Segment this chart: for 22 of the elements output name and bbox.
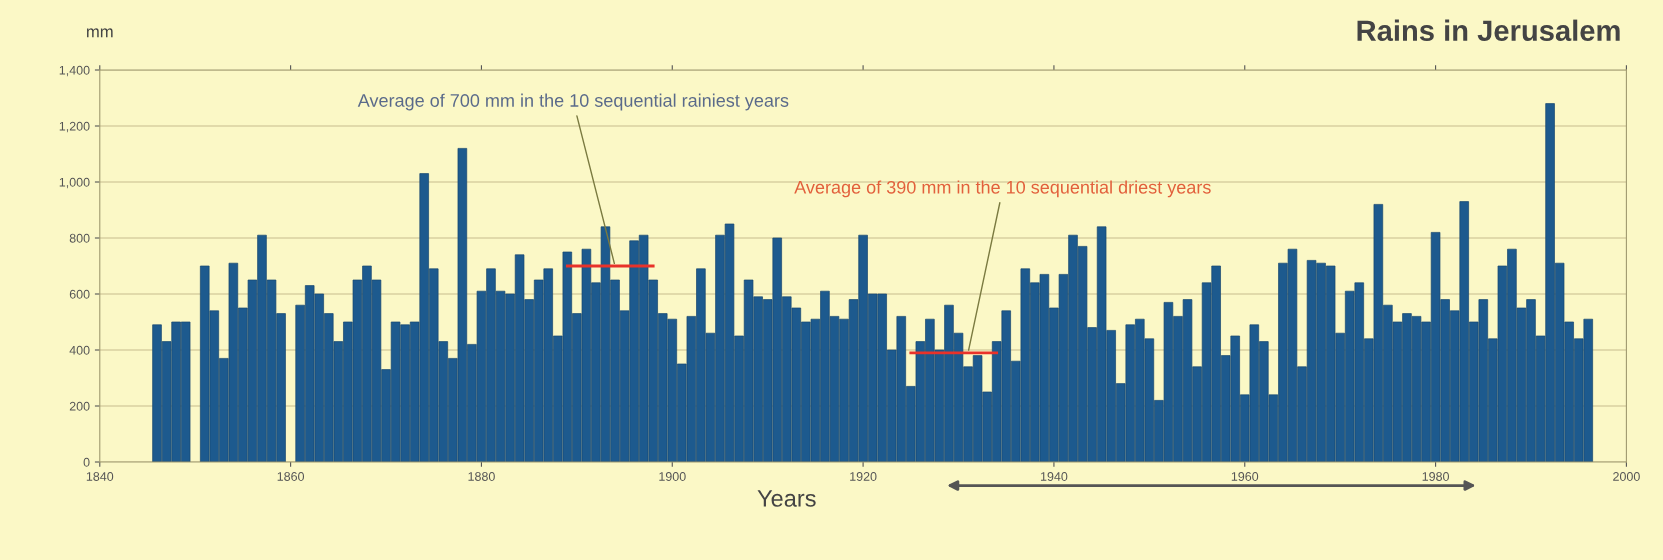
x-tick-label: 1980 (1422, 472, 1449, 481)
x-tick-label: 1880 (468, 472, 495, 481)
x-tick-label: 2000 (1613, 472, 1640, 481)
x-tick-label: 1900 (659, 472, 686, 481)
y-tick-label: 1,200 (59, 121, 90, 133)
y-tick-label: 800 (69, 233, 90, 243)
chart-title: Rains in Jerusalem (1357, 19, 1620, 42)
x-tick-label: 1920 (850, 472, 877, 481)
y-tick-label: 400 (69, 345, 90, 355)
y-axis-title: mm (87, 28, 113, 38)
y-tick-label: 200 (69, 401, 90, 411)
x-tick-label: 1940 (1040, 472, 1068, 481)
y-tick-label: 1,000 (59, 177, 90, 189)
x-tick-label: 1840 (86, 472, 114, 481)
annotation: Average of 700 mm in the 10 sequential rainiest years (357, 93, 789, 111)
y-tick-label: 0 (83, 457, 90, 467)
y-tick-label: 600 (69, 289, 90, 299)
annotation: Average of 390 mm in the 10 sequential driest years (794, 180, 1211, 198)
x-tick-label: 1960 (1231, 472, 1259, 481)
x-tick-label: 1860 (277, 472, 305, 481)
x-axis-title: Years (757, 490, 816, 507)
y-tick-label: 1,400 (59, 65, 90, 77)
